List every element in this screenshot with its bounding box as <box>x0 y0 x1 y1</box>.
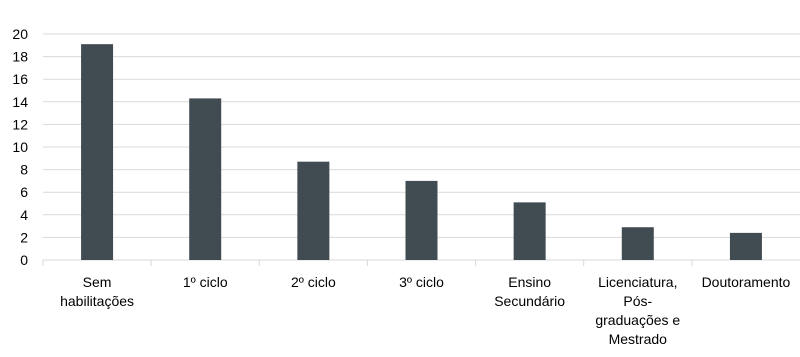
bar <box>729 232 762 260</box>
x-tick-label-line: 3º ciclo <box>399 274 444 290</box>
bar <box>189 98 222 260</box>
y-tick-label: 0 <box>20 252 28 268</box>
x-tick-label-line: Secundário <box>494 293 565 309</box>
x-tick-label-line: 2º ciclo <box>291 274 336 290</box>
x-tick-label-line: Pós- <box>623 293 652 309</box>
bar <box>513 202 546 260</box>
y-tick-label: 14 <box>12 94 28 110</box>
bars <box>81 44 762 260</box>
x-tick-label: Sem habilitações <box>60 274 134 309</box>
gridlines <box>42 33 800 266</box>
x-tick-label-line: Doutoramento <box>702 274 791 290</box>
bar <box>621 227 654 260</box>
x-tick-label-line: Licenciatura, <box>598 274 677 290</box>
y-axis-ticks: 0 2 4 6 8 10 12 14 16 18 20 <box>12 26 28 268</box>
x-tick-label-line: Sem <box>83 274 112 290</box>
y-tick-label: 16 <box>12 71 28 87</box>
y-tick-label: 12 <box>12 116 28 132</box>
y-tick-label: 2 <box>20 229 28 245</box>
x-tick-label: Doutoramento <box>702 274 791 290</box>
x-tick-label: 3º ciclo <box>399 274 444 290</box>
x-tick-label-line: habilitações <box>60 293 134 309</box>
y-tick-label: 20 <box>12 26 28 42</box>
x-axis-ticks: Sem habilitações 1º ciclo 2º ciclo 3º ciclo E… <box>60 274 790 347</box>
x-tick-label-line: Mestrado <box>609 331 668 347</box>
bar <box>81 44 114 260</box>
y-tick-label: 4 <box>20 207 28 223</box>
x-tick-label: 2º ciclo <box>291 274 336 290</box>
y-tick-label: 6 <box>20 184 28 200</box>
x-tick-label-line: Ensino <box>508 274 551 290</box>
x-tick-label-line: graduações e <box>595 312 680 328</box>
x-tick-label: Licenciatura, Pós-graduações e Mestrado <box>595 274 680 347</box>
x-tick-label: 1º ciclo <box>183 274 228 290</box>
x-tick-label-line: 1º ciclo <box>183 274 228 290</box>
bar <box>297 161 330 260</box>
y-tick-label: 18 <box>12 49 28 65</box>
y-tick-label: 10 <box>12 139 28 155</box>
y-tick-label: 8 <box>20 162 28 178</box>
x-tick-label: Ensino Secundário <box>494 274 565 309</box>
bar <box>405 180 438 260</box>
